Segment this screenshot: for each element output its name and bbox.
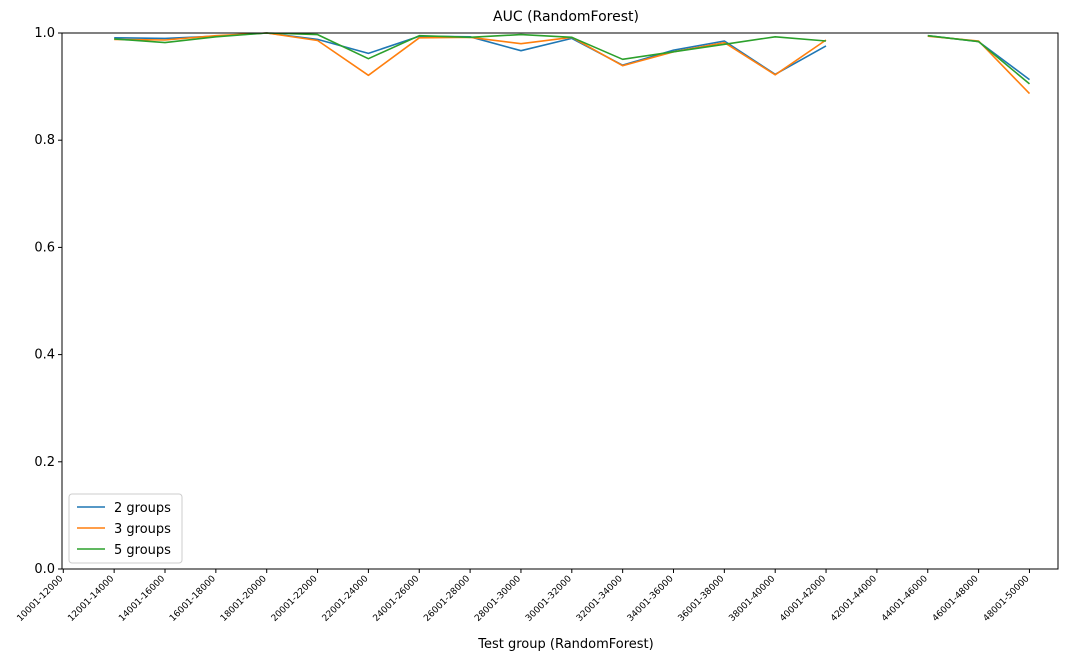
x-tick-label: 30001-32000 (524, 574, 574, 624)
x-axis-label: Test group (RandomForest) (477, 637, 653, 652)
x-tick-label: 36001-38000 (677, 574, 727, 624)
y-tick-label: 0.6 (34, 240, 55, 255)
legend-label: 3 groups (114, 522, 171, 537)
x-tick-label: 14001-16000 (117, 574, 167, 624)
series-line (927, 34, 1031, 85)
series-line (114, 32, 827, 76)
y-tick-label: 1.0 (34, 26, 55, 41)
x-tick-label: 16001-18000 (168, 574, 218, 624)
x-tick-label: 10001-12000 (16, 574, 66, 624)
x-tick-label: 34001-36000 (626, 574, 676, 624)
y-tick-label: 0.2 (34, 455, 55, 470)
x-tick-label: 44001-46000 (880, 574, 930, 624)
series-line (114, 32, 827, 61)
y-tick-label: 0.8 (34, 133, 55, 148)
x-tick-label: 20001-22000 (270, 574, 320, 624)
x-tick-label: 18001-20000 (219, 574, 269, 624)
series-line (927, 35, 1031, 95)
axes-frame (61, 32, 1059, 570)
x-tick-label: 46001-48000 (931, 574, 981, 624)
legend-label: 2 groups (114, 501, 171, 516)
legend-box (68, 493, 183, 564)
x-tick-label: 12001-14000 (66, 574, 116, 624)
x-tick-label: 32001-34000 (575, 574, 625, 624)
x-tick-label: 42001-44000 (829, 574, 879, 624)
series-line (114, 32, 827, 77)
x-tick-label: 38001-40000 (727, 574, 777, 624)
x-tick-label: 48001-50000 (982, 574, 1032, 624)
x-tick-label: 40001-42000 (778, 574, 828, 624)
x-tick-label: 22001-24000 (321, 574, 371, 624)
y-tick-label: 0.0 (34, 562, 55, 577)
legend: 2 groups 3 groups 5 groups (68, 493, 183, 564)
x-tick-label: 28001-30000 (473, 574, 523, 624)
legend-label: 5 groups (114, 543, 171, 558)
x-tick-label: 26001-28000 (422, 574, 472, 624)
x-tick-label: 24001-26000 (372, 574, 422, 624)
chart-title: AUC (RandomForest) (493, 9, 639, 25)
y-tick-label: 0.4 (34, 348, 55, 363)
